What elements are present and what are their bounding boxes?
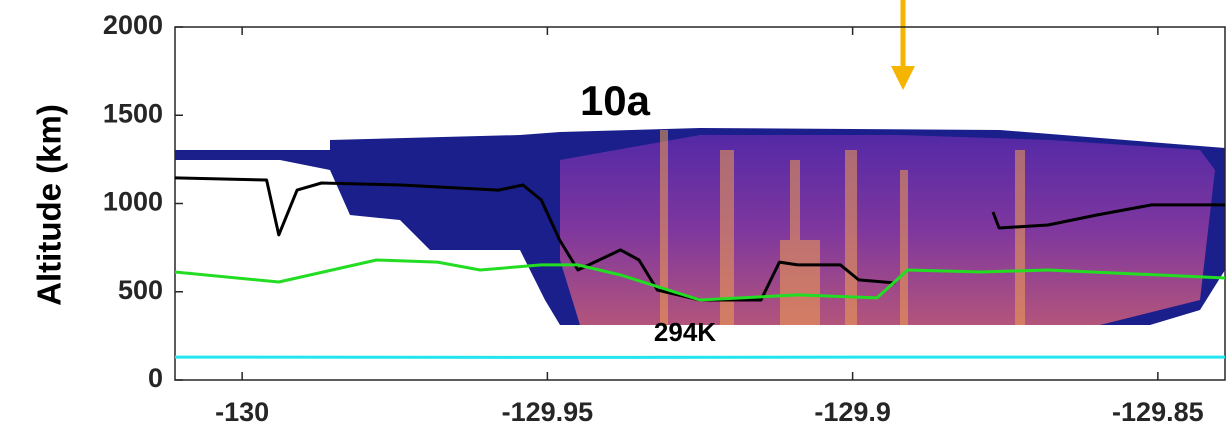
annotation: 294K bbox=[654, 317, 716, 347]
y-tick-label: 0 bbox=[148, 363, 163, 393]
x-tick-label: -129.9 bbox=[814, 397, 891, 427]
arrow-head bbox=[891, 66, 915, 90]
y-tick-label: 2000 bbox=[103, 10, 163, 40]
y-tick-label: 1500 bbox=[103, 98, 163, 128]
annotation: 10a bbox=[580, 77, 651, 124]
page: {"chart_data": {"type": "line", "y_label… bbox=[0, 0, 1229, 440]
y-axis-label: Altitude (km) bbox=[31, 104, 68, 306]
y-tick-label: 1000 bbox=[103, 187, 163, 217]
y-tick-label: 500 bbox=[118, 275, 163, 305]
x-tick-label: -130 bbox=[215, 397, 269, 427]
curtain-core bbox=[560, 135, 1215, 325]
chart: Altitude (km) 10a 294K 0 500 1000 1500 2000 -… bbox=[0, 0, 1229, 440]
x-tick-label: -129.85 bbox=[1112, 397, 1204, 427]
x-tick-label: -129.95 bbox=[502, 397, 594, 427]
